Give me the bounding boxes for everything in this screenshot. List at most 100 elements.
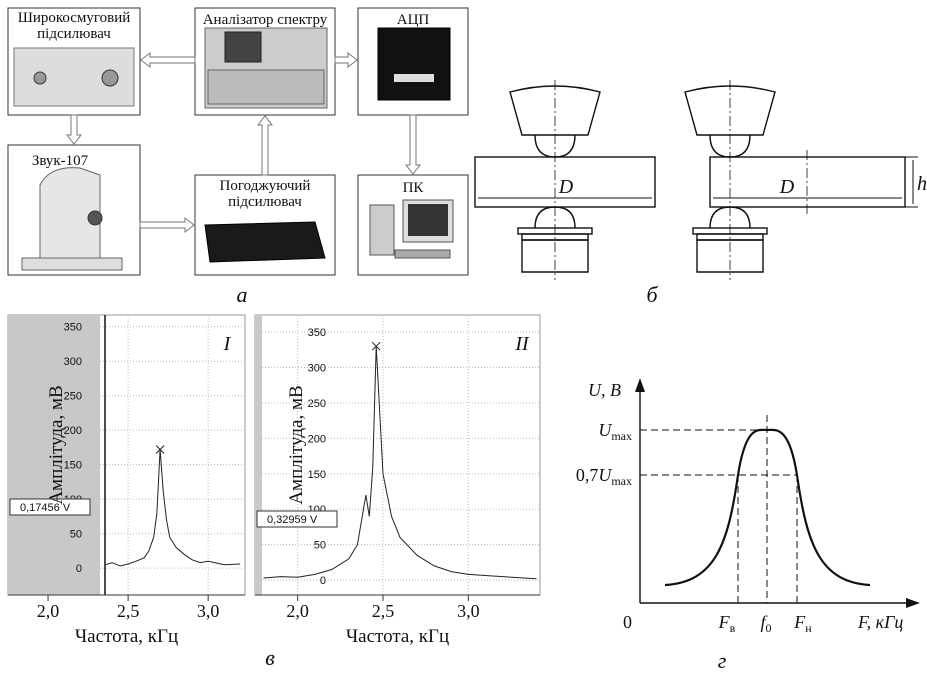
y-axis-label: Амплітуда, мВ bbox=[46, 385, 67, 504]
dimension-label: D bbox=[779, 176, 795, 198]
x-tick-label: 2,5 bbox=[372, 601, 395, 621]
screen bbox=[224, 31, 262, 63]
y-tick-label: 200 bbox=[308, 433, 326, 445]
block-label: Аналізатор спектру bbox=[203, 12, 328, 28]
dimension-label: h bbox=[917, 173, 927, 195]
plot-marker: II bbox=[514, 333, 530, 355]
block-label: підсилювач bbox=[228, 194, 302, 210]
peak-marker bbox=[371, 341, 381, 351]
text: f bbox=[760, 612, 768, 632]
x-axis-label: F, кГц bbox=[857, 612, 903, 632]
device bbox=[204, 221, 326, 263]
arrowhead bbox=[635, 378, 645, 392]
y-tick-label: 150 bbox=[64, 460, 82, 472]
y-axis-label: U, В bbox=[588, 380, 621, 400]
specimen bbox=[474, 156, 656, 208]
knob bbox=[33, 71, 47, 85]
y-tick-label: 50 bbox=[70, 529, 82, 541]
panel-label: а bbox=[237, 282, 248, 307]
y-tick-label: 250 bbox=[308, 398, 326, 410]
frequency-label: f0 bbox=[760, 612, 771, 635]
x-tick-label: 2,0 bbox=[37, 601, 60, 621]
readout-box bbox=[256, 510, 338, 528]
text: U bbox=[598, 465, 612, 485]
y-tick-label: 350 bbox=[64, 322, 82, 334]
text: 0,7 bbox=[576, 465, 599, 485]
device-label bbox=[394, 74, 434, 82]
block bbox=[7, 144, 141, 276]
panel-label: б bbox=[646, 282, 658, 307]
device bbox=[369, 204, 395, 256]
side-panel bbox=[255, 315, 262, 595]
block-label: Погоджуючий bbox=[220, 178, 311, 194]
punch bbox=[684, 85, 776, 136]
readout-box bbox=[9, 498, 91, 516]
frequency-label: Fв bbox=[718, 612, 736, 635]
text: 0 bbox=[766, 621, 772, 635]
y-tick-label: 350 bbox=[308, 327, 326, 339]
block-label: ПК bbox=[403, 180, 425, 196]
text: max bbox=[611, 474, 632, 488]
spectrum-line bbox=[105, 449, 241, 567]
panel-a-labels: Широкосмуговий підсилювач Аналізатор спе… bbox=[18, 10, 430, 307]
panel-label: в bbox=[265, 645, 275, 670]
level-label: Umax bbox=[598, 420, 632, 443]
device bbox=[21, 257, 123, 271]
block-label: АЦП bbox=[397, 12, 430, 28]
panel-b-labels: D D h б bbox=[558, 173, 927, 307]
y-tick-label: 300 bbox=[308, 362, 326, 374]
level-label: 0,7Umax bbox=[576, 465, 632, 488]
y-tick-label: 250 bbox=[64, 391, 82, 403]
x-tick-label: 2,5 bbox=[117, 601, 140, 621]
x-tick-label: 3,0 bbox=[457, 601, 480, 621]
base bbox=[521, 239, 589, 273]
knob bbox=[87, 210, 103, 226]
x-axis-label: Частота, кГц bbox=[75, 626, 178, 647]
block bbox=[357, 174, 469, 276]
specimen bbox=[709, 156, 906, 208]
arrowhead bbox=[906, 598, 920, 608]
x-axis-label: Частота, кГц bbox=[346, 626, 449, 647]
x-tick-label: 2,0 bbox=[286, 601, 309, 621]
resonance-curve bbox=[664, 428, 871, 587]
block-label: Широкосмуговий bbox=[18, 10, 131, 26]
block-label: Звук-107 bbox=[32, 153, 89, 169]
arrow bbox=[404, 114, 422, 175]
panel-label: г bbox=[718, 648, 727, 673]
text: F bbox=[718, 612, 731, 632]
device bbox=[377, 27, 451, 101]
text: F bbox=[793, 612, 806, 632]
y-tick-label: 0 bbox=[320, 575, 326, 587]
screen bbox=[408, 204, 448, 236]
device bbox=[39, 167, 101, 266]
y-tick-label: 200 bbox=[64, 425, 82, 437]
dimension-label: D bbox=[558, 176, 574, 198]
arrow bbox=[139, 216, 195, 234]
plot-marker: I bbox=[223, 333, 232, 355]
arrow bbox=[334, 51, 358, 69]
base bbox=[696, 239, 764, 273]
text: н bbox=[805, 621, 812, 635]
arrow bbox=[256, 115, 274, 176]
keyboard bbox=[394, 249, 451, 259]
text: U bbox=[598, 420, 612, 440]
punch bbox=[509, 85, 601, 136]
peak-marker bbox=[155, 445, 165, 454]
device bbox=[207, 69, 325, 105]
text: max bbox=[611, 429, 632, 443]
origin-label: 0 bbox=[623, 612, 632, 632]
arrow bbox=[140, 51, 196, 69]
readout: 0,17456 V bbox=[20, 502, 71, 514]
y-tick-label: 0 bbox=[76, 563, 82, 575]
panel-a bbox=[7, 7, 469, 276]
frequency-label: Fн bbox=[793, 612, 812, 635]
side-panel bbox=[8, 315, 100, 595]
x-tick-label: 3,0 bbox=[197, 601, 220, 621]
text: в bbox=[730, 621, 736, 635]
y-tick-label: 300 bbox=[64, 356, 82, 368]
block-label: підсилювач bbox=[37, 26, 111, 42]
readout: 0,32959 V bbox=[267, 514, 318, 526]
